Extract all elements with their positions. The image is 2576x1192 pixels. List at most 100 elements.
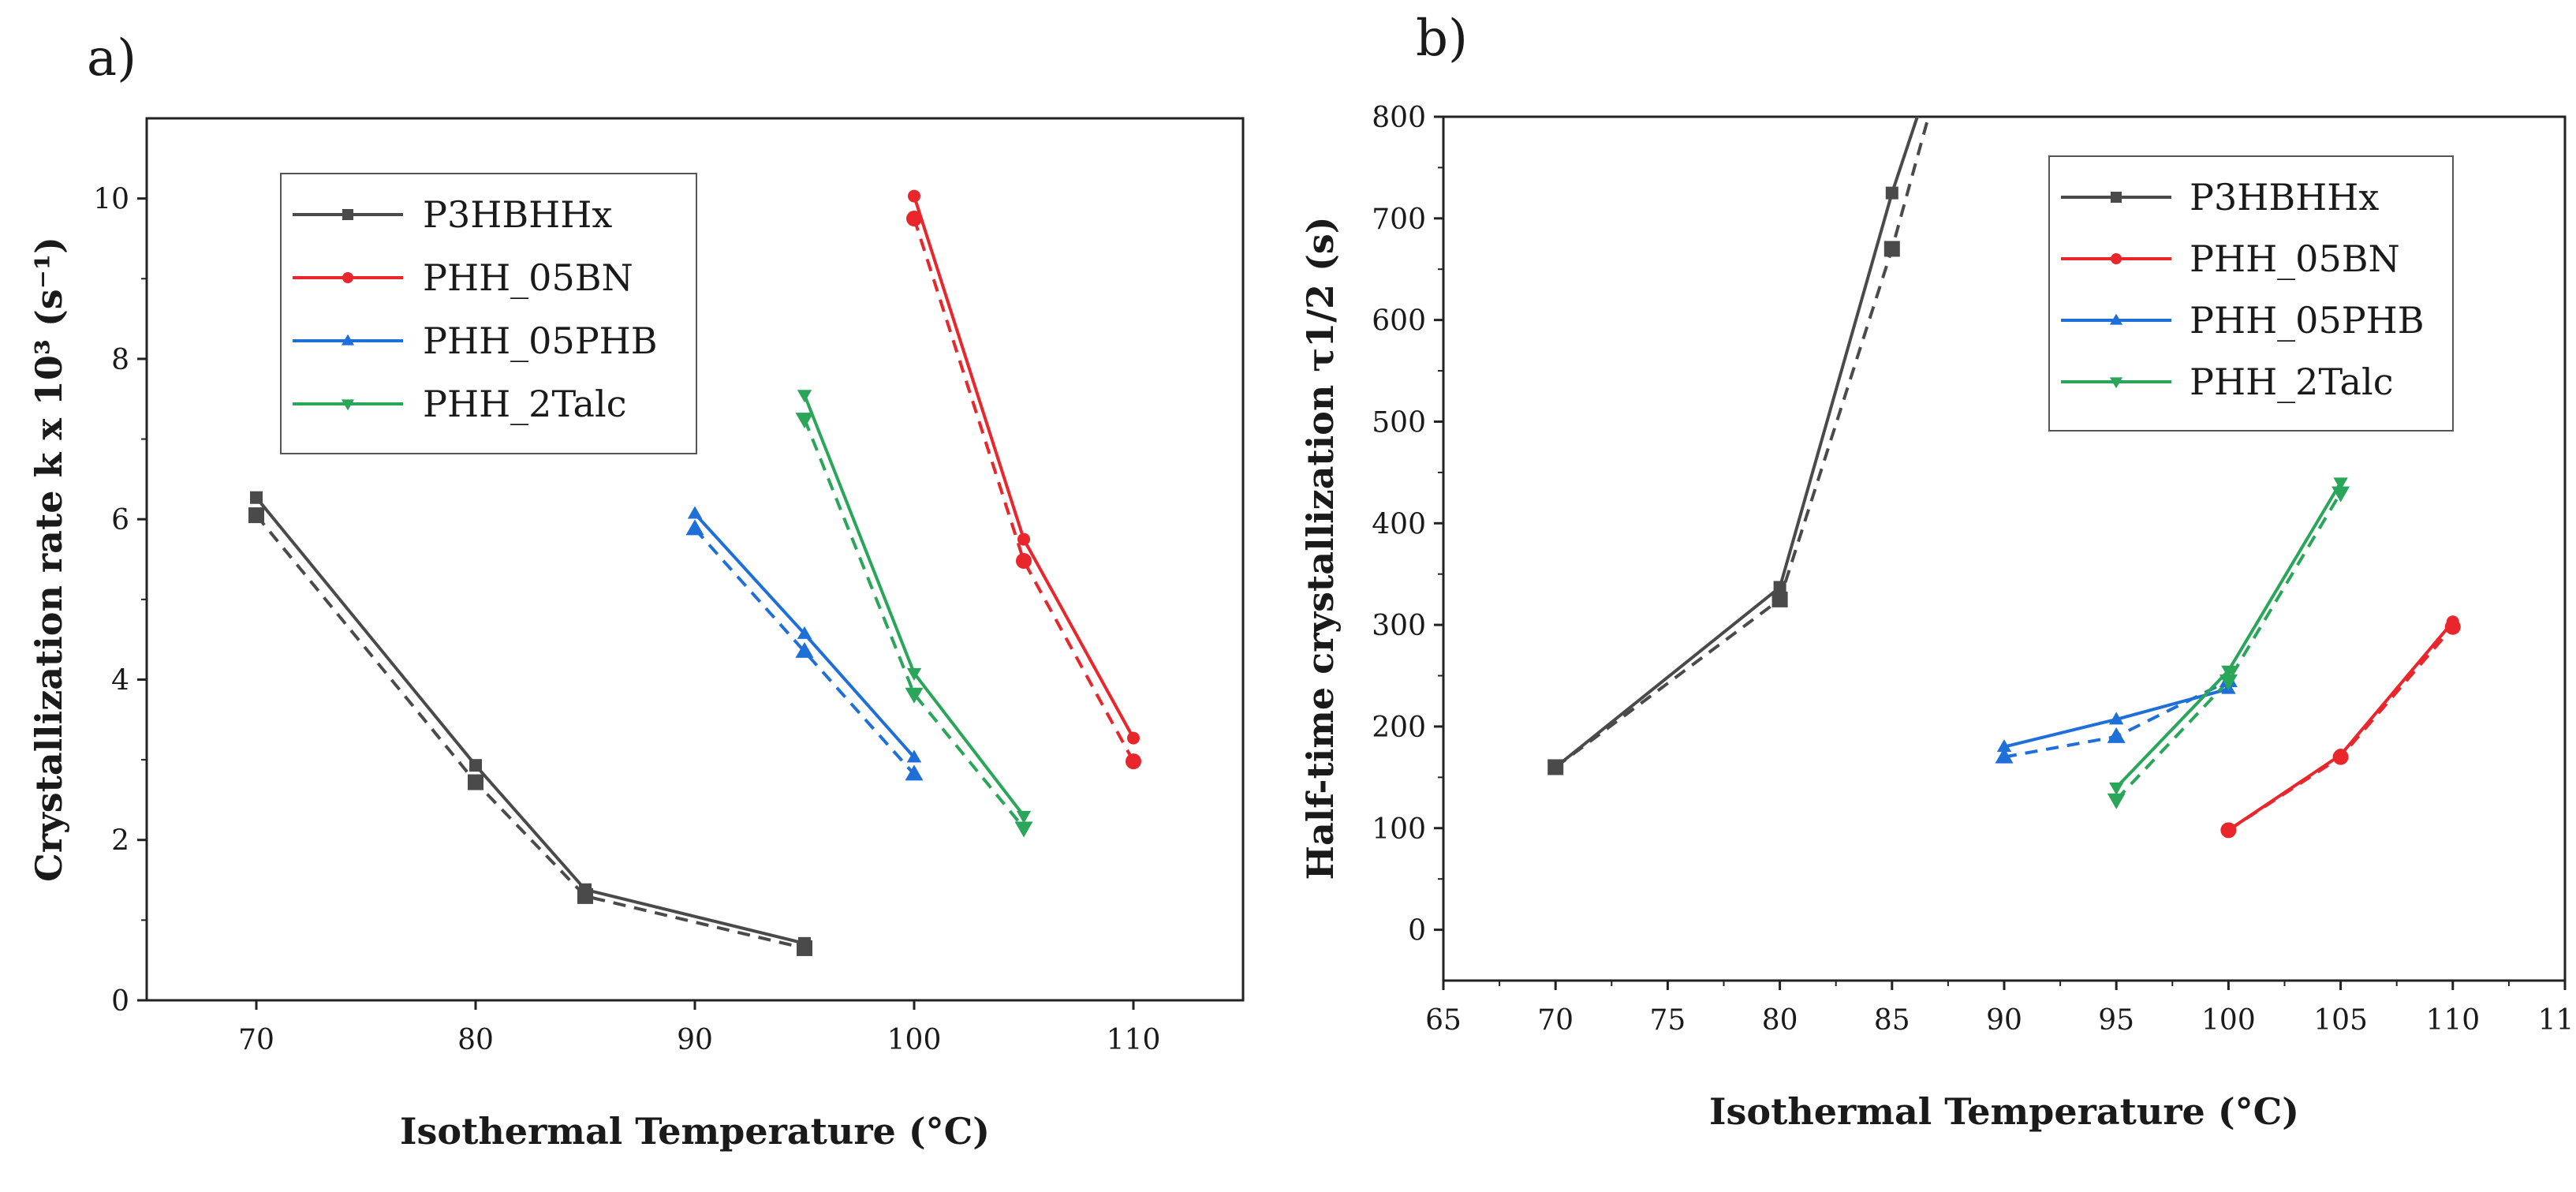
data-point-phh-2talc-solid [2109,782,2124,795]
y-tick-label: 200 [1372,712,1426,744]
data-point-p3hbhhx-dashed [248,507,264,524]
legend-a: P3HBHHx PHH_05BN PHH_05PHB PHH_2Talc [280,173,697,454]
series-line-p3hbhhx-solid [1554,117,1919,769]
legend-frame [280,173,697,454]
data-point-p3hbhhx-solid [250,491,263,504]
data-point-p3hbhhx-dashed [1547,759,1564,775]
data-point-phh-05bn-dashed [2332,749,2349,765]
data-point-phh-05phb-dashed [795,641,814,658]
legend-label-phh-05phb: PHH_05PHB [423,319,658,362]
data-point-p3hbhhx-solid [1773,581,1786,594]
x-tick-label: 80 [1762,1004,1798,1037]
data-point-phh-2talc-dashed [905,687,924,704]
legend-marker-phh-05bn [2111,253,2122,264]
legend-label-phh-05bn: PHH_05BN [423,256,633,299]
x-tick-label: 70 [1537,1004,1574,1037]
y-tick-label: 2 [111,825,129,858]
legend-label-p3hbhhx: P3HBHHx [423,193,612,236]
data-point-phh-2talc-solid [2221,665,2236,678]
data-point-phh-05phb-solid [687,506,703,519]
x-tick-label: 75 [1649,1004,1686,1037]
x-tick-label: 100 [887,1024,942,1056]
data-point-phh-2talc-dashed [1014,821,1033,838]
data-point-phh-05bn-solid [908,189,920,203]
series-markers-b [1547,186,2461,839]
y-tick-label: 0 [111,985,129,1018]
data-point-phh-05bn-dashed [1016,553,1032,570]
legend-marker-p3hbhhx [342,209,353,220]
x-tick-label: 90 [677,1024,713,1056]
legend-marker-phh-05phb [2109,313,2123,325]
series-line-phh-05bn-dashed [2227,626,2455,831]
series-line-p3hbhhx-dashed [255,514,805,950]
y-axis-title-a: Crystallization rate k x 10³ (s⁻¹) [28,237,70,882]
y-tick-label: 4 [111,664,129,697]
x-tick-label: 80 [457,1024,494,1056]
series-line-p3hbhhx-solid [255,496,805,945]
y-tick-label: 800 [1372,102,1426,134]
data-point-phh-05phb-solid [797,626,812,639]
data-point-phh-05phb-solid [2109,712,2124,725]
chart-b: 65 70 75 80 85 90 95 100 105 110 115 0 100 200 300 400 5… [1299,102,2576,1133]
x-tick-label: 115 [2538,1004,2576,1037]
data-point-phh-05bn-dashed [2444,618,2461,635]
legend-marker-phh-05bn [342,272,353,283]
x-tick-label: 90 [1986,1004,2022,1037]
series-line-phh-2talc-dashed [803,418,1025,829]
series-line-phh-2talc-solid [2115,481,2343,789]
x-axis-title-a: Isothermal Temperature (°C) [400,1110,990,1153]
data-point-phh-05bn-dashed [2220,822,2237,839]
y-tick-label: 100 [1372,813,1426,846]
x-tick-label: 70 [238,1024,274,1056]
x-tick-label: 65 [1425,1004,1462,1037]
data-point-phh-05phb-solid [1996,739,2012,753]
x-tick-label: 110 [1107,1024,1161,1056]
legend-marker-phh-2talc [341,399,355,411]
axis-ticks-a: 70 80 90 100 110 0 2 4 6 8 10 [93,184,1160,1056]
data-point-phh-05bn-solid [1017,532,1030,546]
y-tick-label: 500 [1372,406,1426,439]
axis-ticks-b: 65 70 75 80 85 90 95 100 105 110 115 0 100 200 300 400 5… [1372,102,2576,1037]
legend-label-phh-05phb: PHH_05PHB [2190,299,2425,342]
data-point-phh-2talc-dashed [2107,793,2126,809]
data-point-p3hbhhx-dashed [1771,591,1788,607]
x-tick-label: 95 [2098,1004,2134,1037]
legend-marker-p3hbhhx [2111,192,2122,203]
legend-marker-phh-05phb [341,334,355,346]
data-point-phh-2talc-dashed [2219,674,2238,690]
y-tick-label: 10 [93,184,129,216]
panel-label-a: a) [87,29,136,88]
data-point-p3hbhhx-solid [469,759,482,772]
series-line-phh-2talc-dashed [2115,491,2343,802]
y-tick-label: 300 [1372,610,1426,642]
data-point-phh-2talc-solid [1016,810,1032,824]
legend-label-phh-05bn: PHH_05BN [2190,237,2400,280]
legend-b: P3HBHHx PHH_05BN PHH_05PHB PHH_2Talc [2048,155,2454,432]
data-point-phh-2talc-solid [797,390,812,403]
data-point-phh-2talc-solid [2333,477,2348,491]
panel-label-b: b) [1416,9,1468,68]
series-markers-a [248,189,1141,956]
legend-label-p3hbhhx: P3HBHHx [2190,176,2379,219]
data-point-phh-2talc-dashed [2331,486,2350,503]
series-line-phh-05bn-solid [2227,621,2455,831]
legend-label-phh-2talc: PHH_2Talc [2190,361,2393,403]
data-point-phh-2talc-solid [906,667,922,681]
data-point-phh-05phb-dashed [905,764,924,781]
data-point-p3hbhhx-solid [1885,186,1898,200]
data-point-phh-05phb-dashed [2107,727,2126,743]
data-point-phh-05phb-dashed [1995,747,2014,764]
y-axis-title-b: Half-time crystallization τ1/2 (s) [1299,216,1342,880]
series-line-phh-05bn-solid [913,195,1135,739]
data-point-phh-05bn-dashed [1126,753,1141,770]
data-point-p3hbhhx-dashed [797,940,812,956]
data-point-phh-05phb-solid [906,749,922,763]
series-line-phh-05bn-dashed [913,218,1135,763]
x-tick-label: 110 [2425,1004,2480,1037]
data-point-phh-05bn-dashed [906,211,922,227]
y-tick-label: 6 [111,504,129,536]
y-tick-label: 700 [1372,204,1426,236]
x-tick-label: 100 [2201,1004,2256,1037]
